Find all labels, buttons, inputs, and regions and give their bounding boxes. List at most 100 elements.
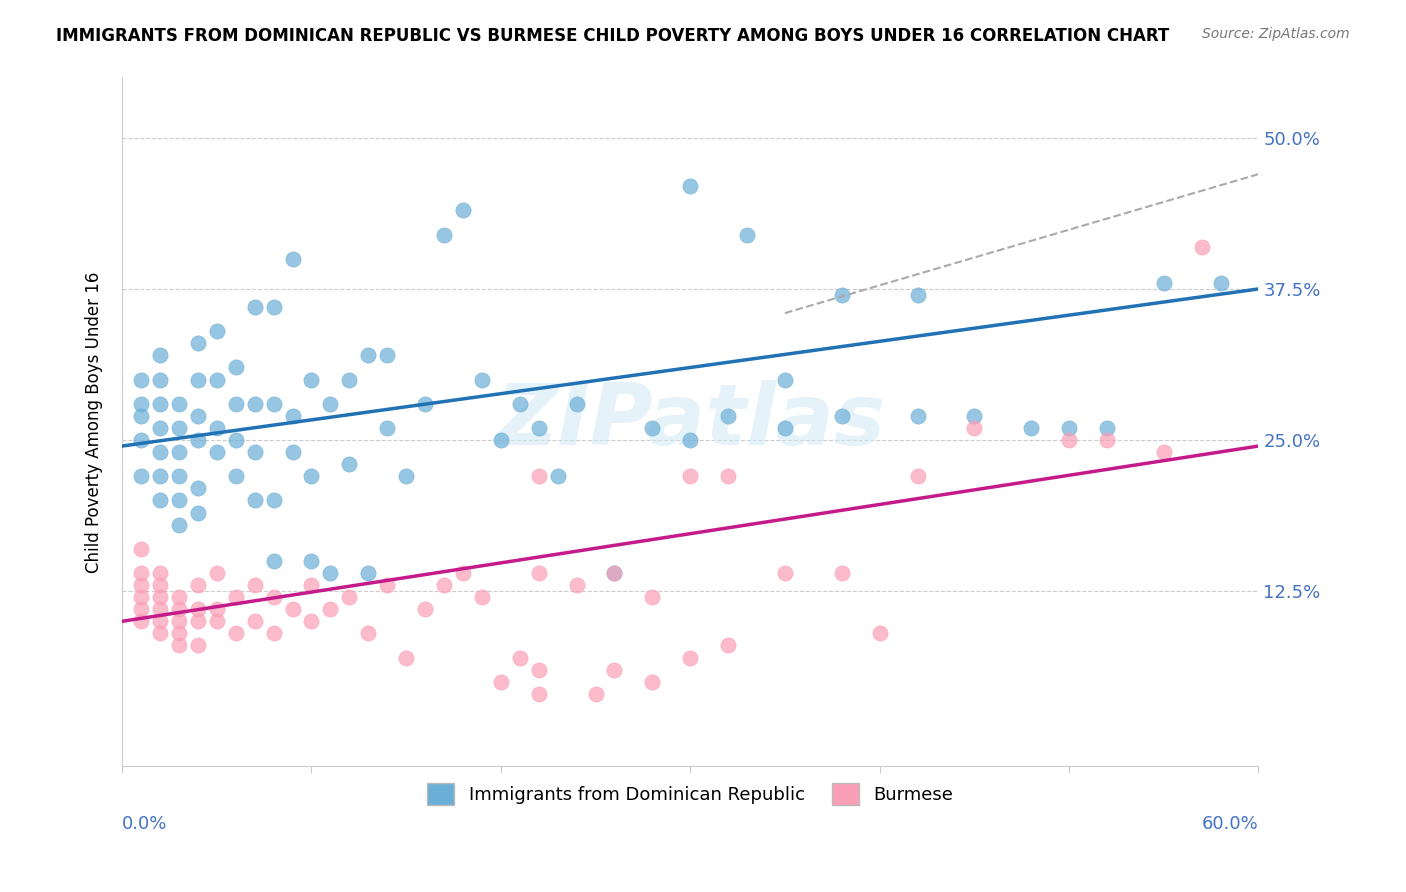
Point	[679, 433, 702, 447]
Point	[129, 469, 152, 483]
Point	[1019, 421, 1042, 435]
Point	[167, 421, 190, 435]
Point	[547, 469, 569, 483]
Point	[831, 288, 853, 302]
Point	[225, 626, 247, 640]
Point	[357, 626, 380, 640]
Point	[205, 566, 228, 580]
Point	[129, 541, 152, 556]
Point	[301, 554, 323, 568]
Point	[717, 409, 740, 423]
Point	[187, 433, 209, 447]
Point	[1057, 433, 1080, 447]
Point	[337, 590, 360, 604]
Point	[167, 626, 190, 640]
Point	[149, 421, 172, 435]
Point	[129, 602, 152, 616]
Point	[413, 397, 436, 411]
Point	[585, 687, 607, 701]
Point	[337, 373, 360, 387]
Point	[527, 687, 550, 701]
Point	[149, 626, 172, 640]
Point	[301, 615, 323, 629]
Point	[413, 602, 436, 616]
Point	[129, 397, 152, 411]
Point	[129, 590, 152, 604]
Point	[527, 663, 550, 677]
Point	[205, 373, 228, 387]
Point	[149, 602, 172, 616]
Point	[129, 566, 152, 580]
Point	[149, 373, 172, 387]
Point	[509, 650, 531, 665]
Point	[717, 469, 740, 483]
Point	[263, 300, 285, 314]
Point	[907, 469, 929, 483]
Point	[149, 348, 172, 362]
Point	[603, 566, 626, 580]
Point	[433, 227, 456, 242]
Text: Source: ZipAtlas.com: Source: ZipAtlas.com	[1202, 27, 1350, 41]
Point	[1153, 445, 1175, 459]
Point	[263, 590, 285, 604]
Point	[187, 336, 209, 351]
Point	[489, 674, 512, 689]
Point	[679, 469, 702, 483]
Point	[167, 493, 190, 508]
Point	[149, 397, 172, 411]
Point	[187, 506, 209, 520]
Point	[357, 348, 380, 362]
Point	[395, 469, 418, 483]
Point	[167, 615, 190, 629]
Point	[301, 373, 323, 387]
Point	[225, 397, 247, 411]
Point	[831, 566, 853, 580]
Point	[205, 445, 228, 459]
Point	[907, 409, 929, 423]
Legend: Immigrants from Dominican Republic, Burmese: Immigrants from Dominican Republic, Burm…	[413, 768, 967, 819]
Point	[527, 566, 550, 580]
Point	[129, 409, 152, 423]
Point	[489, 433, 512, 447]
Point	[167, 397, 190, 411]
Point	[337, 457, 360, 471]
Point	[1095, 421, 1118, 435]
Point	[263, 397, 285, 411]
Point	[205, 324, 228, 338]
Point	[395, 650, 418, 665]
Point	[1209, 276, 1232, 290]
Point	[641, 421, 664, 435]
Point	[167, 639, 190, 653]
Point	[167, 602, 190, 616]
Text: ZIPatlas: ZIPatlas	[495, 380, 886, 463]
Point	[167, 469, 190, 483]
Point	[869, 626, 891, 640]
Point	[167, 445, 190, 459]
Point	[375, 348, 398, 362]
Point	[149, 493, 172, 508]
Point	[301, 469, 323, 483]
Point	[167, 590, 190, 604]
Point	[281, 445, 304, 459]
Point	[319, 397, 342, 411]
Point	[773, 566, 796, 580]
Point	[225, 360, 247, 375]
Point	[243, 397, 266, 411]
Point	[149, 445, 172, 459]
Point	[451, 203, 474, 218]
Point	[963, 421, 986, 435]
Point	[225, 433, 247, 447]
Text: IMMIGRANTS FROM DOMINICAN REPUBLIC VS BURMESE CHILD POVERTY AMONG BOYS UNDER 16 : IMMIGRANTS FROM DOMINICAN REPUBLIC VS BU…	[56, 27, 1170, 45]
Point	[433, 578, 456, 592]
Text: 0.0%: 0.0%	[122, 814, 167, 832]
Point	[243, 445, 266, 459]
Point	[149, 566, 172, 580]
Point	[375, 578, 398, 592]
Point	[773, 421, 796, 435]
Point	[149, 578, 172, 592]
Point	[243, 578, 266, 592]
Point	[263, 493, 285, 508]
Point	[281, 252, 304, 266]
Point	[187, 639, 209, 653]
Point	[357, 566, 380, 580]
